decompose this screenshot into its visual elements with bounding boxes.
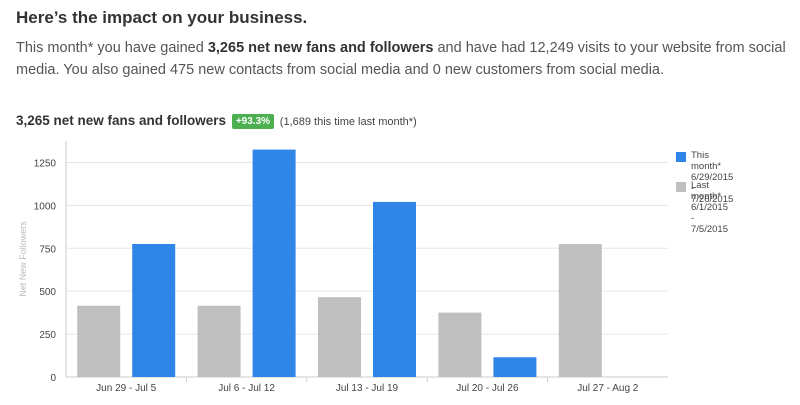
x-tick-label: Jul 20 - Jul 26 [456,383,519,394]
legend-date-range: 6/29/2015 - 7/26/2015 [691,172,734,205]
bar-last-month [318,297,361,377]
summary-part-2: and have had 12,249 visits to your websi… [16,40,786,78]
bar-last-month [438,312,482,377]
legend-series-name: Last month* [691,180,722,202]
bar-last-month [197,305,241,377]
bar-last-month [77,305,121,377]
impact-summary: This month* you have gained 3,265 net ne… [16,37,786,81]
y-tick-label: 1000 [34,201,57,212]
growth-badge: +93.3% [231,114,275,129]
legend-date-range: 6/1/2015 - 7/5/2015 [691,202,728,235]
legend-text: Last month* 6/1/2015 - 7/5/2015 [691,180,728,235]
y-tick-label: 1250 [34,158,57,169]
bar-this-month [252,149,296,377]
chart-header: 3,265 net new fans and followers +93.3% … [16,113,417,129]
legend-series-name: This month* [691,150,722,172]
comparison-text: (1,689 this time last month*) [279,116,417,128]
y-tick-label: 750 [39,244,56,255]
y-axis-title: Net New Followers [18,221,28,297]
x-tick-label: Jul 27 - Aug 2 [577,383,639,394]
y-tick-label: 250 [39,330,56,341]
y-tick-label: 0 [50,373,56,384]
y-tick-label: 500 [39,287,56,298]
x-tick-label: Jul 6 - Jul 12 [218,383,275,394]
x-tick-label: Jun 29 - Jul 5 [96,383,156,394]
summary-part-1: This month* you have gained [16,40,208,56]
bar-last-month [558,243,602,377]
summary-fans-count: 3,265 net new fans and followers [207,40,434,56]
legend-text: This month* 6/29/2015 - 7/26/2015 [691,150,733,205]
page-heading: Here’s the impact on your business. [16,8,308,27]
x-tick-label: Jul 13 - Jul 19 [336,383,399,394]
bar-this-month [373,201,416,377]
bar-this-month [493,357,537,377]
bar-this-month [132,243,176,377]
legend-swatch [676,152,686,162]
legend-swatch [676,182,686,192]
chart-title: 3,265 net new fans and followers [16,113,227,128]
